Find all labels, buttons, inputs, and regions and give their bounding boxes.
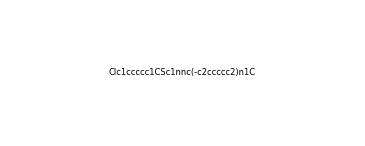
- Text: Clc1ccccc1CSc1nnc(-c2ccccc2)n1C: Clc1ccccc1CSc1nnc(-c2ccccc2)n1C: [109, 68, 256, 78]
